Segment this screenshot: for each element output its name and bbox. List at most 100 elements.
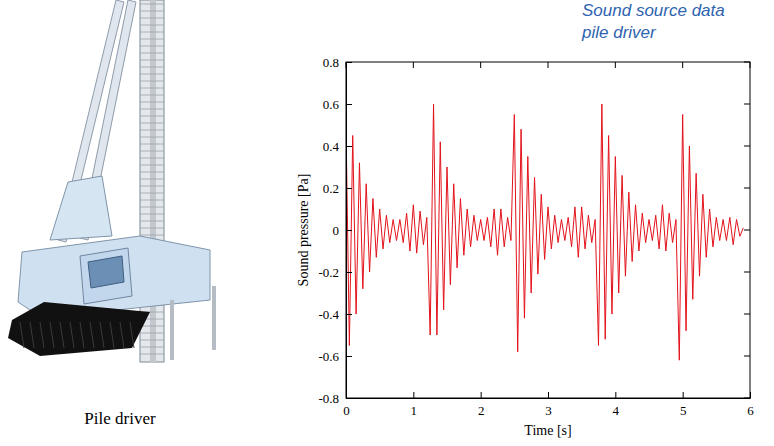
leader-lattice bbox=[140, 102, 164, 103]
track-shoe bbox=[70, 322, 74, 348]
y-tick-label: -0.4 bbox=[318, 307, 339, 322]
y-tick-label: 0.2 bbox=[323, 181, 339, 196]
waveform-line bbox=[346, 104, 743, 360]
y-tick: -0.8 bbox=[318, 391, 352, 406]
plot-frame bbox=[346, 62, 750, 398]
y-tick-mark bbox=[346, 398, 352, 399]
leader-lattice bbox=[140, 116, 164, 117]
leader-lattice bbox=[140, 137, 164, 138]
track-shoe bbox=[90, 322, 94, 348]
y-tick-mark bbox=[346, 104, 352, 105]
track-shoe bbox=[100, 322, 104, 348]
leader-lattice bbox=[140, 144, 164, 145]
x-tick-label: 0 bbox=[343, 403, 350, 418]
outrigger-leg bbox=[212, 286, 216, 350]
x-tick-mark-top bbox=[548, 62, 549, 68]
y-tick: -0.2 bbox=[318, 265, 352, 280]
y-tick-mark-right bbox=[744, 398, 750, 399]
outrigger-leg bbox=[170, 300, 174, 360]
leader-lattice bbox=[140, 340, 164, 341]
track-shoe bbox=[50, 322, 54, 348]
leader-lattice bbox=[140, 326, 164, 327]
chart-title: Sound source data bbox=[582, 1, 725, 20]
y-tick: -0.6 bbox=[318, 349, 352, 364]
cab bbox=[80, 248, 132, 304]
leader-lattice bbox=[140, 88, 164, 89]
chart-title: pile driver bbox=[581, 23, 657, 42]
x-tick: 1 bbox=[411, 392, 418, 418]
plot-area bbox=[346, 104, 743, 360]
x-tick-label: 4 bbox=[613, 403, 620, 418]
x-tick: 4 bbox=[613, 392, 620, 418]
leader-lattice bbox=[140, 130, 164, 131]
figure: Pile driver Sound source data pile driver 0… bbox=[0, 0, 774, 446]
y-tick-mark bbox=[346, 146, 352, 147]
a-frame bbox=[50, 176, 112, 240]
x-tick-label: 2 bbox=[478, 403, 485, 418]
x-tick-mark bbox=[548, 392, 549, 398]
leader-lattice bbox=[140, 4, 164, 5]
track-shoe bbox=[30, 322, 34, 348]
y-axis: -0.8 -0.6 -0.4 -0.2 0 0.2 0.4 0.6 0.8 bbox=[318, 55, 352, 406]
y-tick-mark-right bbox=[744, 104, 750, 105]
leader-lattice bbox=[140, 186, 164, 187]
leader-lattice bbox=[140, 235, 164, 236]
x-tick-mark bbox=[750, 392, 751, 398]
y-tick-mark bbox=[346, 230, 352, 231]
y-tick-label: -0.6 bbox=[318, 349, 339, 364]
y-tick: -0.4 bbox=[318, 307, 352, 322]
track-shoe bbox=[120, 322, 124, 348]
y-tick-mark bbox=[346, 356, 352, 357]
y-tick: 0.4 bbox=[323, 139, 352, 154]
leader-lattice bbox=[140, 18, 164, 19]
y-tick-mark bbox=[346, 188, 352, 189]
crawler-track bbox=[8, 302, 150, 356]
x-tick-mark bbox=[683, 392, 684, 398]
cab-window bbox=[88, 256, 124, 288]
leader-lattice bbox=[140, 74, 164, 75]
leader-column bbox=[140, 0, 164, 362]
y-tick-label: 0 bbox=[333, 223, 340, 238]
leader-lattice bbox=[140, 95, 164, 96]
y-tick: 0.8 bbox=[323, 55, 352, 70]
y-tick-mark-right bbox=[744, 272, 750, 273]
leader-lattice bbox=[140, 53, 164, 54]
leader-lattice bbox=[140, 81, 164, 82]
track-shoe bbox=[130, 322, 134, 348]
x-tick: 2 bbox=[478, 392, 485, 418]
y-tick-mark bbox=[346, 62, 352, 63]
leader-lattice bbox=[140, 46, 164, 47]
y-tick: 0.2 bbox=[323, 181, 352, 196]
y-tick-mark-right bbox=[744, 62, 750, 63]
leader-lattice bbox=[140, 67, 164, 68]
x-tick-label: 6 bbox=[747, 403, 754, 418]
y-tick: 0.6 bbox=[323, 97, 352, 112]
y-tick-mark-right bbox=[744, 188, 750, 189]
leader-lattice bbox=[140, 354, 164, 355]
leader-lattice bbox=[140, 172, 164, 173]
caption: Pile driver bbox=[84, 409, 156, 428]
x-tick-label: 1 bbox=[411, 403, 418, 418]
x-axis-title: Time [s] bbox=[524, 423, 571, 438]
y-tick-mark bbox=[346, 314, 352, 315]
leader-lattice bbox=[140, 214, 164, 215]
leader-lattice bbox=[140, 193, 164, 194]
leader-lattice bbox=[140, 200, 164, 201]
track-shoe bbox=[40, 322, 44, 348]
x-tick-label: 3 bbox=[545, 403, 552, 418]
track-shoe bbox=[110, 322, 114, 348]
y-tick: 0 bbox=[333, 223, 353, 238]
x-tick-mark-top bbox=[750, 62, 751, 68]
leader-lattice bbox=[140, 165, 164, 166]
leader-lattice bbox=[140, 179, 164, 180]
leader-lattice bbox=[140, 158, 164, 159]
leader-lattice bbox=[140, 207, 164, 208]
y-tick-mark-right bbox=[744, 356, 750, 357]
x-tick: 5 bbox=[680, 392, 687, 418]
x-tick-mark-top bbox=[413, 62, 414, 68]
leader-lattice bbox=[140, 151, 164, 152]
track-shoe bbox=[20, 322, 24, 348]
x-axis-line bbox=[347, 398, 751, 399]
x-tick-mark-top bbox=[480, 62, 481, 68]
leader-lattice bbox=[140, 39, 164, 40]
